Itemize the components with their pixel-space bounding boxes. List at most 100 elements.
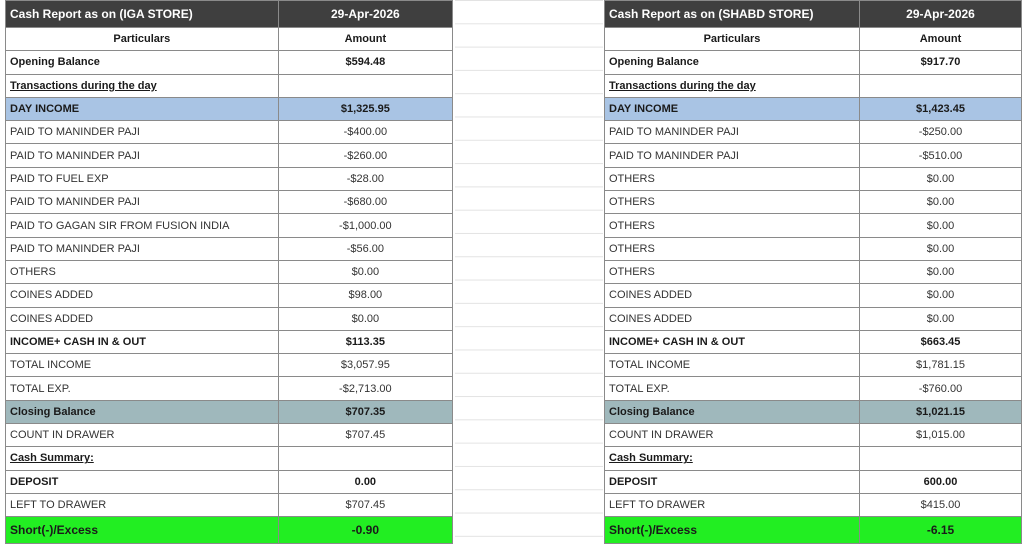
particular-cell[interactable]: DEPOSIT bbox=[5, 469, 279, 494]
particular-cell[interactable]: Transactions during the day bbox=[5, 73, 279, 98]
particular-cell[interactable]: Transactions during the day bbox=[603, 73, 861, 98]
amount-cell[interactable]: -$1,000.00 bbox=[277, 213, 454, 238]
amount-cell[interactable]: $0.00 bbox=[859, 213, 1022, 238]
amount-cell[interactable]: $3,057.95 bbox=[277, 353, 454, 378]
table-row: PAID TO MANINDER PAJI -$56.00 bbox=[5, 236, 454, 261]
particular-cell[interactable]: PAID TO MANINDER PAJI bbox=[5, 143, 279, 168]
amount-cell[interactable]: -$260.00 bbox=[277, 143, 454, 168]
amount-cell[interactable] bbox=[859, 73, 1022, 98]
particular-cell[interactable]: PAID TO MANINDER PAJI bbox=[5, 120, 279, 145]
amount-cell[interactable] bbox=[277, 446, 454, 471]
particular-cell[interactable]: OTHERS bbox=[603, 236, 861, 261]
report-date[interactable]: 29-Apr-2026 bbox=[859, 0, 1022, 28]
particular-cell[interactable]: Opening Balance bbox=[603, 50, 861, 75]
amount-cell[interactable]: -$510.00 bbox=[859, 143, 1022, 168]
table-row: PAID TO MANINDER PAJI -$250.00 bbox=[603, 120, 1022, 145]
table-row: INCOME+ CASH IN & OUT $113.35 bbox=[5, 329, 454, 355]
amount-cell[interactable]: $594.48 bbox=[277, 50, 454, 75]
amount-cell[interactable]: $1,325.95 bbox=[277, 96, 454, 122]
particular-cell[interactable]: COINES ADDED bbox=[5, 306, 279, 331]
amount-cell[interactable]: $1,781.15 bbox=[859, 353, 1022, 378]
particular-cell[interactable]: INCOME+ CASH IN & OUT bbox=[5, 329, 279, 355]
amount-header[interactable]: Amount bbox=[277, 26, 454, 52]
particular-cell[interactable]: TOTAL EXP. bbox=[5, 376, 279, 401]
particular-cell[interactable]: Opening Balance bbox=[5, 50, 279, 75]
particular-cell[interactable]: Short(-)/Excess bbox=[603, 516, 861, 545]
particulars-header[interactable]: Particulars bbox=[5, 26, 279, 52]
particular-cell[interactable]: COUNT IN DRAWER bbox=[603, 423, 861, 448]
amount-cell[interactable]: -$28.00 bbox=[277, 166, 454, 192]
amount-cell[interactable]: $1,423.45 bbox=[859, 96, 1022, 122]
table-row: Closing Balance $1,021.15 bbox=[603, 399, 1022, 425]
amount-cell[interactable]: $0.00 bbox=[859, 283, 1022, 308]
report-title[interactable]: Cash Report as on (IGA STORE) bbox=[5, 0, 279, 28]
particular-cell[interactable]: LEFT TO DRAWER bbox=[5, 492, 279, 518]
particular-cell[interactable]: Short(-)/Excess bbox=[5, 516, 279, 545]
particular-cell[interactable]: PAID TO MANINDER PAJI bbox=[5, 190, 279, 215]
amount-cell[interactable]: $0.00 bbox=[859, 236, 1022, 261]
particular-cell[interactable]: COINES ADDED bbox=[603, 283, 861, 308]
table-row: OTHERS $0.00 bbox=[603, 236, 1022, 261]
particular-cell[interactable]: OTHERS bbox=[603, 166, 861, 192]
amount-cell[interactable]: -$2,713.00 bbox=[277, 376, 454, 401]
amount-cell[interactable]: $707.45 bbox=[277, 423, 454, 448]
amount-cell[interactable]: $113.35 bbox=[277, 329, 454, 355]
amount-cell[interactable] bbox=[277, 73, 454, 98]
particular-cell[interactable]: PAID TO MANINDER PAJI bbox=[603, 143, 861, 168]
particular-cell[interactable]: INCOME+ CASH IN & OUT bbox=[603, 329, 861, 355]
amount-cell[interactable]: -$250.00 bbox=[859, 120, 1022, 145]
report-title[interactable]: Cash Report as on (SHABD STORE) bbox=[603, 0, 861, 28]
particular-cell[interactable]: COUNT IN DRAWER bbox=[5, 423, 279, 448]
particular-cell[interactable]: OTHERS bbox=[603, 213, 861, 238]
particular-cell[interactable]: Cash Summary: bbox=[5, 446, 279, 471]
amount-cell[interactable]: $0.00 bbox=[859, 166, 1022, 192]
amount-cell[interactable]: -6.15 bbox=[859, 516, 1022, 545]
particular-cell[interactable]: OTHERS bbox=[603, 259, 861, 285]
amount-cell[interactable]: -$680.00 bbox=[277, 190, 454, 215]
amount-cell[interactable]: $0.00 bbox=[277, 306, 454, 331]
report-date[interactable]: 29-Apr-2026 bbox=[277, 0, 454, 28]
amount-cell[interactable]: $1,021.15 bbox=[859, 399, 1022, 425]
amount-cell[interactable]: -$56.00 bbox=[277, 236, 454, 261]
particular-cell[interactable]: OTHERS bbox=[5, 259, 279, 285]
amount-cell[interactable]: 0.00 bbox=[277, 469, 454, 494]
particular-cell[interactable]: TOTAL EXP. bbox=[603, 376, 861, 401]
amount-header[interactable]: Amount bbox=[859, 26, 1022, 52]
particular-cell[interactable]: TOTAL INCOME bbox=[603, 353, 861, 378]
particular-cell[interactable]: COINES ADDED bbox=[603, 306, 861, 331]
empty-spreadsheet-gap bbox=[455, 0, 603, 546]
particular-cell[interactable]: PAID TO MANINDER PAJI bbox=[603, 120, 861, 145]
amount-cell[interactable]: $0.00 bbox=[859, 190, 1022, 215]
particular-cell[interactable]: DAY INCOME bbox=[603, 96, 861, 122]
particular-cell[interactable]: OTHERS bbox=[603, 190, 861, 215]
particular-cell[interactable]: DAY INCOME bbox=[5, 96, 279, 122]
amount-cell[interactable]: $707.35 bbox=[277, 399, 454, 425]
amount-cell[interactable]: $98.00 bbox=[277, 283, 454, 308]
amount-cell[interactable]: -0.90 bbox=[277, 516, 454, 545]
particular-cell[interactable]: Closing Balance bbox=[603, 399, 861, 425]
particular-cell[interactable]: PAID TO GAGAN SIR FROM FUSION INDIA bbox=[5, 213, 279, 238]
table-row: PAID TO MANINDER PAJI -$510.00 bbox=[603, 143, 1022, 168]
amount-cell[interactable]: $707.45 bbox=[277, 492, 454, 518]
amount-cell[interactable]: $0.00 bbox=[859, 259, 1022, 285]
particular-cell[interactable]: Closing Balance bbox=[5, 399, 279, 425]
amount-cell[interactable]: $415.00 bbox=[859, 492, 1022, 518]
particular-cell[interactable]: COINES ADDED bbox=[5, 283, 279, 308]
amount-cell[interactable]: $0.00 bbox=[277, 259, 454, 285]
particular-cell[interactable]: TOTAL INCOME bbox=[5, 353, 279, 378]
amount-cell[interactable]: $1,015.00 bbox=[859, 423, 1022, 448]
particular-cell[interactable]: LEFT TO DRAWER bbox=[603, 492, 861, 518]
amount-cell[interactable] bbox=[859, 446, 1022, 471]
amount-cell[interactable]: -$400.00 bbox=[277, 120, 454, 145]
particulars-header[interactable]: Particulars bbox=[603, 26, 861, 52]
amount-cell[interactable]: 600.00 bbox=[859, 469, 1022, 494]
table-row: OTHERS $0.00 bbox=[5, 259, 454, 285]
particular-cell[interactable]: Cash Summary: bbox=[603, 446, 861, 471]
amount-cell[interactable]: $0.00 bbox=[859, 306, 1022, 331]
amount-cell[interactable]: $917.70 bbox=[859, 50, 1022, 75]
particular-cell[interactable]: PAID TO MANINDER PAJI bbox=[5, 236, 279, 261]
particular-cell[interactable]: PAID TO FUEL EXP bbox=[5, 166, 279, 192]
amount-cell[interactable]: -$760.00 bbox=[859, 376, 1022, 401]
particular-cell[interactable]: DEPOSIT bbox=[603, 469, 861, 494]
amount-cell[interactable]: $663.45 bbox=[859, 329, 1022, 355]
